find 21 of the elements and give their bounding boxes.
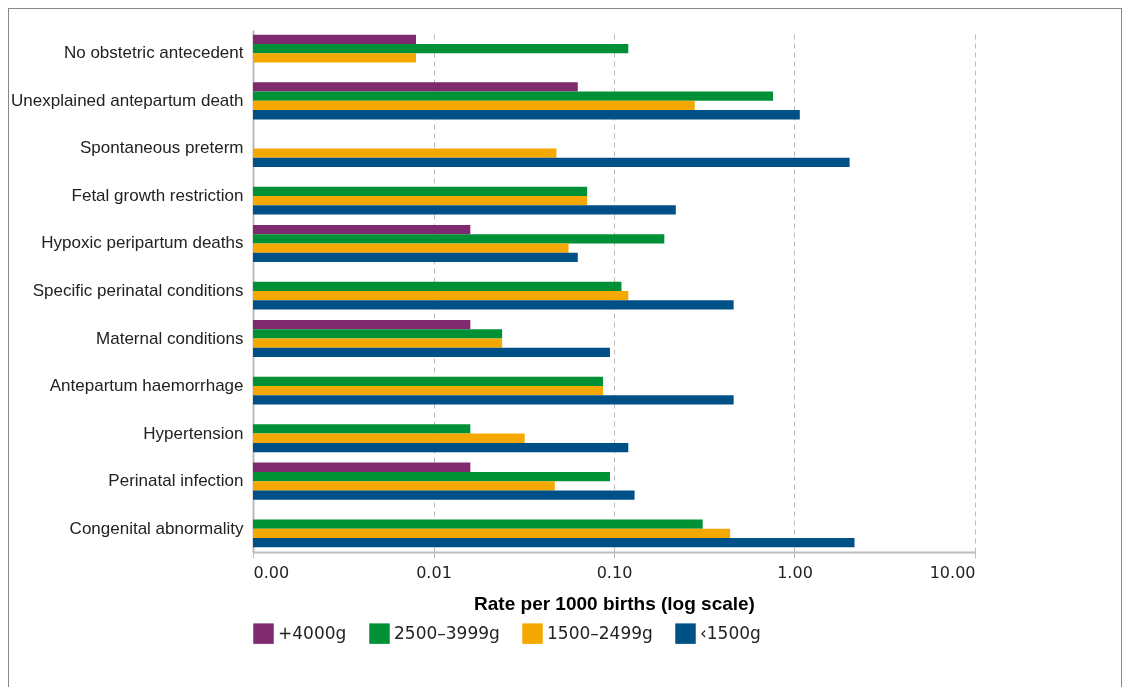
y-tick-label: Antepartum haemorrhage	[49, 376, 244, 396]
y-tick-label: Maternal conditions	[96, 328, 244, 348]
x-tick-label: 1.00	[777, 562, 813, 582]
legend-label: 2500–3999g	[394, 622, 500, 643]
x-axis-title: Rate per 1000 births (log scale)	[474, 592, 755, 614]
legend-label: 1500–2499g	[547, 622, 653, 643]
x-tick-label: 0.01	[416, 562, 452, 582]
legend-label: +4000g	[278, 622, 347, 643]
y-tick-label: Fetal growth restriction	[71, 185, 244, 205]
y-tick-label: Congenital abnormality	[69, 518, 244, 538]
y-tick-label: Perinatal infection	[108, 471, 244, 491]
x-tick-label: 10.00	[929, 562, 976, 582]
y-tick-label: No obstetric antecedent	[63, 43, 244, 63]
y-tick-label: Hypoxic peripartum deaths	[41, 233, 244, 253]
y-tick-label: Hypertension	[143, 423, 244, 443]
x-tick-label: 0.00	[253, 562, 290, 582]
legend-label: ‹1500g	[700, 622, 761, 643]
y-tick-label: Specific perinatal conditions	[32, 281, 244, 300]
y-tick-label: Unexplained antepartum death	[11, 90, 244, 110]
x-tick-label: 0.10	[596, 562, 633, 582]
y-tick-label: Spontaneous preterm	[80, 138, 244, 158]
